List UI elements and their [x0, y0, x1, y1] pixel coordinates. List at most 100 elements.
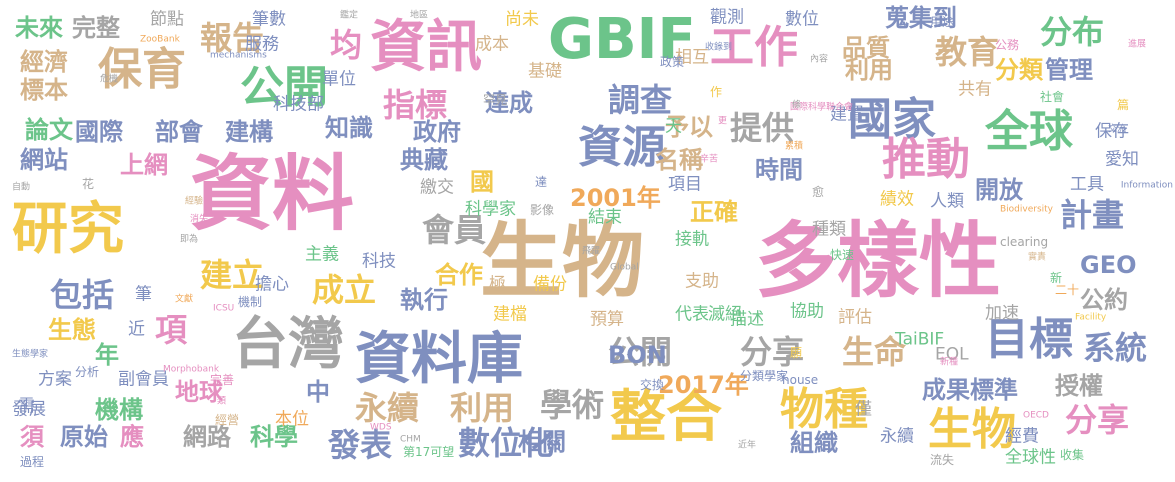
- cloud-word: 知識: [325, 114, 373, 142]
- cloud-word: 結束: [588, 207, 622, 228]
- cloud-word: 觀測: [710, 7, 744, 28]
- cloud-word: 基礎: [528, 61, 562, 82]
- cloud-word: 條: [792, 100, 802, 111]
- cloud-word: 資料庫: [355, 327, 523, 392]
- cloud-word: 調查: [608, 81, 673, 119]
- cloud-word: 永續: [880, 426, 914, 447]
- cloud-word: 均: [330, 26, 363, 64]
- cloud-word: 用途: [930, 15, 955, 29]
- cloud-word: mechanisms: [210, 50, 267, 61]
- cloud-word: 未來: [15, 14, 63, 42]
- cloud-word: 經營: [215, 413, 240, 427]
- cloud-word: 協助: [790, 301, 824, 322]
- cloud-word: 原始: [60, 423, 108, 451]
- cloud-word: 機制: [238, 295, 263, 309]
- cloud-word: 花: [82, 177, 95, 191]
- cloud-word: 經濟: [20, 48, 68, 76]
- cloud-word: 科學: [250, 423, 298, 451]
- cloud-word: 近: [128, 319, 145, 340]
- cloud-word: 方案: [38, 369, 72, 390]
- cloud-word: 公開: [608, 333, 673, 371]
- cloud-word: 蒐集到: [885, 4, 957, 32]
- cloud-word: OECD: [1023, 410, 1049, 421]
- cloud-word: 成立: [312, 271, 377, 309]
- cloud-word: 授權: [1055, 372, 1103, 400]
- cloud-word: 新種: [940, 357, 959, 368]
- cloud-word: 相互: [675, 47, 709, 68]
- cloud-word: 進展: [1128, 39, 1147, 50]
- cloud-word: 部會: [155, 118, 203, 146]
- cloud-word: 更: [718, 116, 728, 127]
- cloud-word: 天: [665, 116, 682, 137]
- cloud-word: 二十: [1055, 283, 1080, 297]
- cloud-word: 影像: [530, 203, 555, 217]
- cloud-word: 國際: [75, 118, 123, 146]
- cloud-word: 加速: [985, 303, 1019, 324]
- cloud-word: 生物: [928, 404, 1016, 455]
- cloud-word: Global: [610, 262, 639, 273]
- cloud-word: 時間: [755, 156, 803, 184]
- cloud-word: 類: [217, 396, 227, 407]
- cloud-word: 名稱: [655, 146, 703, 174]
- cloud-word: 分類學家: [740, 369, 789, 383]
- cloud-word: 正確: [690, 198, 738, 226]
- cloud-word: 國際科學聯合會: [790, 102, 854, 113]
- cloud-word: 建置: [830, 104, 864, 125]
- cloud-word: 包括: [50, 276, 115, 314]
- cloud-word: WDS: [370, 422, 392, 433]
- cloud-word: 開放: [975, 176, 1023, 204]
- cloud-word: 建立: [200, 256, 265, 294]
- cloud-word: 罕見: [483, 93, 508, 107]
- cloud-word: 須: [20, 423, 44, 451]
- cloud-word: TaiBIF: [895, 329, 945, 350]
- cloud-word: 成本: [475, 34, 509, 55]
- cloud-word: 推動: [882, 134, 970, 185]
- cloud-word: 分析: [75, 365, 100, 379]
- cloud-word: 本位: [275, 409, 309, 430]
- cloud-word: 尚未: [505, 9, 539, 30]
- cloud-word: 篇: [1117, 98, 1130, 112]
- cloud-word: 經費: [1005, 426, 1039, 447]
- cloud-word: 目標: [985, 314, 1073, 365]
- cloud-word: 利用: [450, 389, 515, 427]
- cloud-word: 分類: [995, 56, 1043, 84]
- cloud-word: GEO: [1080, 251, 1137, 279]
- cloud-word: 完整: [72, 14, 120, 42]
- cloud-word: Biodiversity: [1000, 204, 1054, 215]
- cloud-word: 筆數: [252, 9, 286, 30]
- cloud-word: 筆: [135, 284, 152, 305]
- cloud-word: 新: [1050, 271, 1063, 285]
- cloud-word: BON: [608, 341, 667, 369]
- cloud-word: 資源: [578, 122, 666, 173]
- cloud-word: 學術: [540, 386, 605, 424]
- cloud-word: 單位: [322, 69, 356, 90]
- cloud-word: 論文: [25, 116, 73, 144]
- cloud-word: Facility: [1075, 312, 1107, 323]
- cloud-word: 自動: [12, 182, 31, 193]
- cloud-word: 科技部: [273, 94, 324, 115]
- cloud-word: 研究: [12, 197, 124, 262]
- cloud-word: 共有: [958, 79, 992, 100]
- cloud-word: 收集: [1060, 448, 1085, 462]
- cloud-word: 實責: [1028, 252, 1047, 263]
- cloud-word: EOL: [935, 344, 969, 365]
- cloud-word: 組織: [790, 429, 838, 457]
- cloud-word: 科技: [362, 251, 396, 272]
- cloud-word: 主義: [305, 244, 339, 265]
- cloud-word: 第17可望: [403, 445, 455, 459]
- cloud-word: 績效: [880, 189, 914, 210]
- cloud-word: 合作: [435, 261, 483, 289]
- cloud-word: 利用: [845, 56, 893, 84]
- cloud-word: house: [782, 373, 819, 387]
- cloud-word: clearing: [1000, 235, 1049, 249]
- cloud-word: 辛苦: [700, 154, 719, 165]
- cloud-word: 中: [306, 378, 330, 406]
- cloud-word: 達成: [485, 89, 533, 117]
- cloud-word: 完善: [210, 373, 235, 387]
- cloud-word: 系統: [1083, 329, 1148, 367]
- cloud-word: 網路: [183, 423, 231, 451]
- cloud-word: 報告: [200, 19, 265, 57]
- cloud-word: 機構: [95, 396, 143, 424]
- cloud-word: 會員: [422, 211, 487, 249]
- cloud-word: 繳交: [420, 177, 454, 198]
